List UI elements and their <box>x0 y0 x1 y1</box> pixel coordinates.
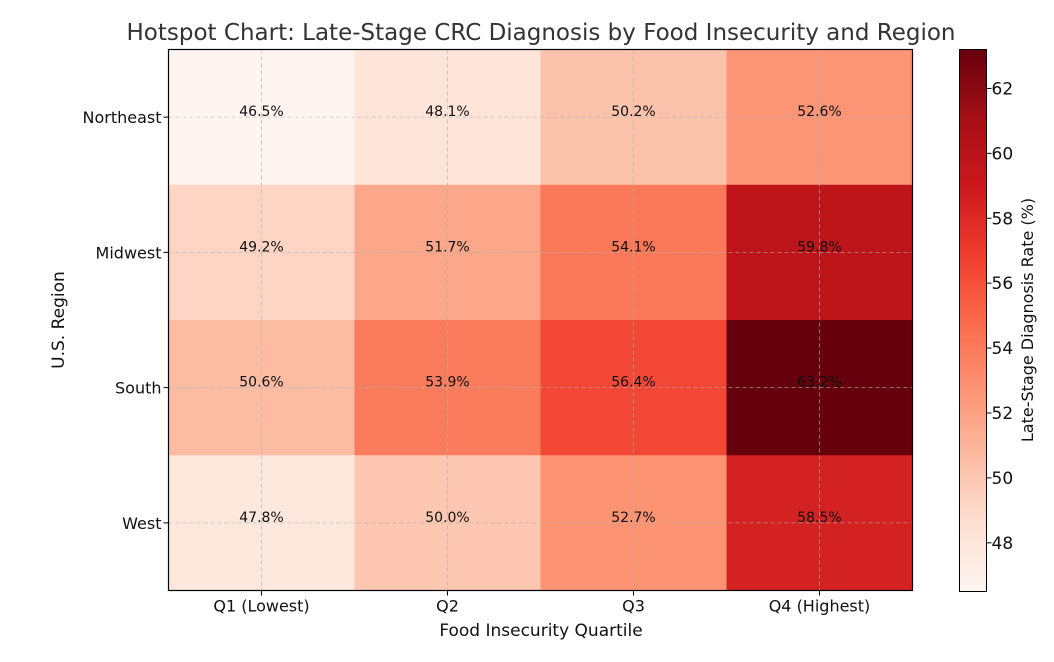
y-tick-label: Midwest <box>96 243 162 262</box>
x-axis-ticks: Q1 (Lowest) Q2 Q3 Q4 (Highest) <box>213 590 871 616</box>
cell-labels: 46.5% 48.1% 50.2% 52.6% 49.2% 51.7% 54.1% 59.8%… <box>239 104 841 526</box>
x-tick-label: Q4 (Highest) <box>769 597 871 616</box>
chart-title: Hotspot Chart: Late-Stage CRC Diagnosis … <box>127 20 956 46</box>
cell-value-label: 53.9% <box>425 375 469 391</box>
colorbar <box>959 49 987 592</box>
cell-value-label: 63.2% <box>797 375 841 391</box>
cell-value-label: 52.6% <box>797 104 841 120</box>
colorbar-label: Late-Stage Diagnosis Rate (%) <box>1018 198 1037 442</box>
colorbar-tick-label: 48 <box>992 534 1014 554</box>
cell-value-label: 46.5% <box>239 104 283 120</box>
colorbar-tick-label: 54 <box>992 339 1014 359</box>
cell-value-label: 50.6% <box>239 375 283 391</box>
colorbar-tick-label: 60 <box>992 144 1014 164</box>
cell-value-label: 49.2% <box>239 239 283 255</box>
colorbar-tick-label: 62 <box>992 79 1014 99</box>
x-tick-label: Q1 (Lowest) <box>213 597 309 616</box>
cell-value-label: 56.4% <box>611 375 655 391</box>
y-axis-label: U.S. Region <box>49 271 69 369</box>
cell-value-label: 50.2% <box>611 104 655 120</box>
y-tick-label: Northeast <box>82 108 161 127</box>
cell-value-label: 48.1% <box>425 104 469 120</box>
cell-value-label: 54.1% <box>611 239 655 255</box>
x-tick-label: Q3 <box>622 597 645 616</box>
y-tick-label: South <box>115 379 162 398</box>
cell-value-label: 58.5% <box>797 510 841 526</box>
y-axis-ticks: Northeast Midwest South West <box>82 108 169 533</box>
colorbar-tick-label: 56 <box>992 274 1014 294</box>
colorbar-ticks: 48 50 52 54 56 58 60 62 <box>986 79 1014 554</box>
y-tick-label: West <box>122 514 161 533</box>
x-tick-label: Q2 <box>436 597 459 616</box>
cell-value-label: 47.8% <box>239 510 283 526</box>
colorbar-tick-label: 50 <box>992 469 1014 489</box>
cell-value-label: 52.7% <box>611 510 655 526</box>
plot-frame <box>167 48 914 592</box>
cell-value-label: 59.8% <box>797 239 841 255</box>
grid-lines <box>168 49 913 591</box>
cell-value-label: 51.7% <box>425 239 469 255</box>
colorbar-tick-label: 52 <box>992 404 1014 424</box>
colorbar-tick-label: 58 <box>992 209 1014 229</box>
cell-value-label: 50.0% <box>425 510 469 526</box>
x-axis-label: Food Insecurity Quartile <box>439 621 642 641</box>
